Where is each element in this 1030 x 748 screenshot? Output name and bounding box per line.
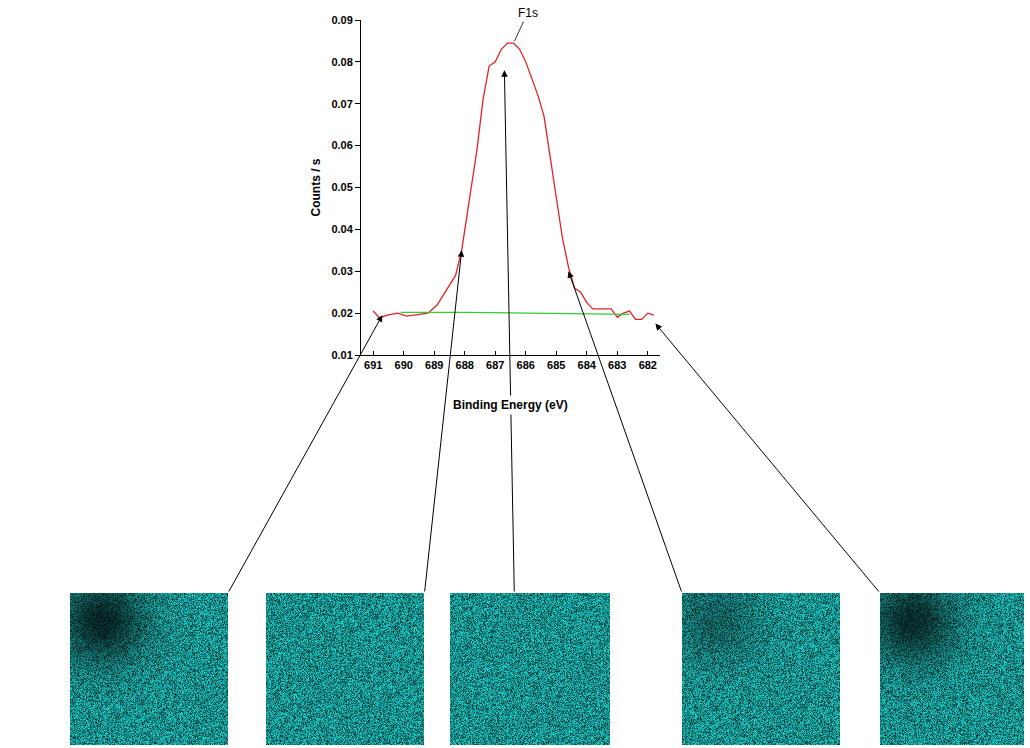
svg-text:0.02: 0.02 xyxy=(331,307,352,319)
svg-text:Counts / s: Counts / s xyxy=(309,158,323,216)
svg-text:0.03: 0.03 xyxy=(331,265,352,277)
svg-text:682: 682 xyxy=(639,359,657,371)
svg-text:0.04: 0.04 xyxy=(331,223,353,235)
svg-text:685: 685 xyxy=(547,359,565,371)
svg-text:691: 691 xyxy=(364,359,382,371)
svg-text:Binding Energy (eV): Binding Energy (eV) xyxy=(453,398,568,412)
svg-text:686: 686 xyxy=(517,359,535,371)
svg-text:689: 689 xyxy=(425,359,443,371)
svg-text:0.08: 0.08 xyxy=(331,56,352,68)
svg-text:688: 688 xyxy=(456,359,474,371)
svg-text:684: 684 xyxy=(578,359,597,371)
svg-text:0.09: 0.09 xyxy=(331,14,352,26)
svg-text:0.06: 0.06 xyxy=(331,139,352,151)
svg-text:F1s: F1s xyxy=(518,6,538,20)
svg-text:687: 687 xyxy=(486,359,504,371)
svg-text:690: 690 xyxy=(395,359,413,371)
svg-text:0.07: 0.07 xyxy=(331,98,352,110)
svg-text:683: 683 xyxy=(608,359,626,371)
svg-text:0.01: 0.01 xyxy=(331,349,352,361)
svg-text:0.05: 0.05 xyxy=(331,181,352,193)
